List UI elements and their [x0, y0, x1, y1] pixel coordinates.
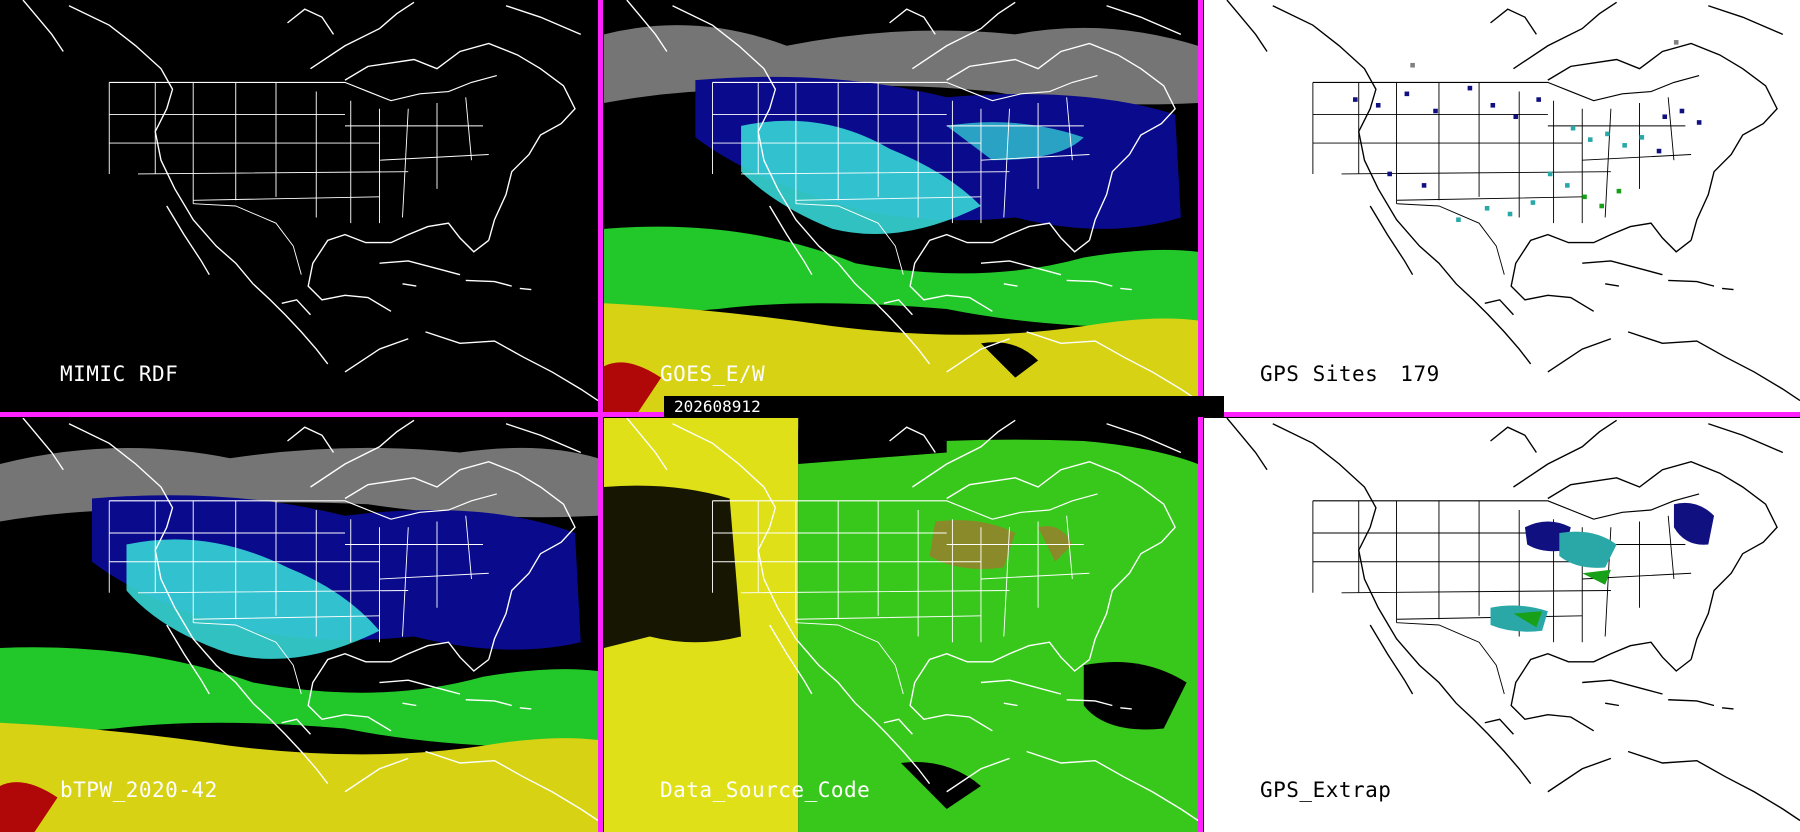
panel-label: Data_Source_Code	[660, 778, 871, 802]
tpw-field	[0, 418, 598, 832]
panel-goes-ew: GOES_E/W	[604, 0, 1198, 412]
gps-site-map	[1226, 0, 1800, 402]
source-field	[604, 418, 1198, 832]
gps-site-count: 179	[1400, 362, 1440, 386]
panel-gps-extrap: GPS_Extrap	[1204, 418, 1800, 832]
panel-label: GPS_Extrap	[1260, 778, 1392, 802]
panel-btpw: bTPW_2020-42	[0, 418, 598, 832]
map-outline	[22, 0, 598, 402]
panel-label: GPS Sites 179	[1260, 362, 1440, 386]
panel-mimic-rdf: MIMIC RDF	[0, 0, 598, 412]
panel-gps-sites: GPS Sites 179	[1204, 0, 1800, 412]
gps-extrap-map	[1226, 418, 1800, 822]
divider-vertical-left	[598, 0, 603, 832]
panel-label: MIMIC RDF	[60, 362, 179, 386]
panel-data-source: Data_Source_Code	[604, 418, 1198, 832]
panel-label: GOES_E/W	[660, 362, 766, 386]
gps-site-markers	[1353, 40, 1702, 223]
timestamp-label: 202608912	[664, 396, 1224, 417]
gps-sites-title: GPS Sites	[1260, 362, 1379, 386]
tpw-field	[604, 0, 1198, 412]
panel-label: bTPW_2020-42	[60, 778, 218, 802]
